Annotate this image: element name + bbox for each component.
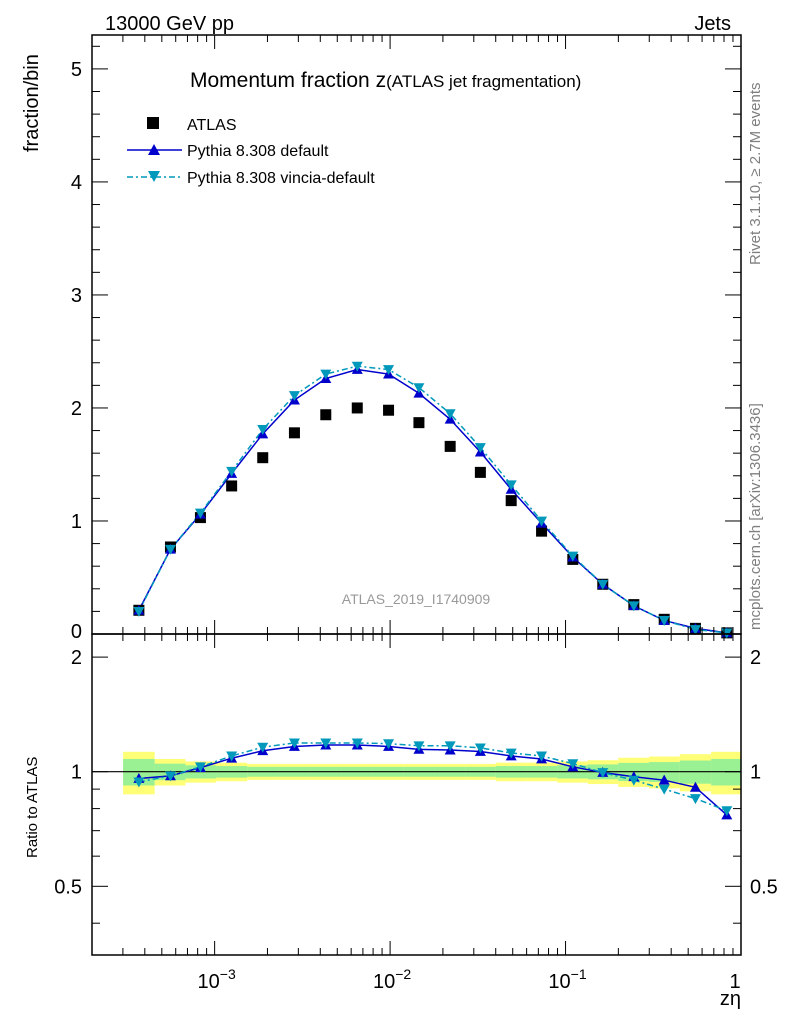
analysis-label: ATLAS_2019_I1740909 — [342, 591, 491, 607]
legend-label-pythia-default: Pythia 8.308 default — [187, 143, 329, 160]
data-point-atlas — [413, 417, 425, 429]
data-point-atlas — [505, 495, 517, 507]
data-point-atlas — [444, 440, 456, 452]
ratio-point-pythia-vincia — [536, 751, 548, 762]
data-point-atlas — [288, 427, 300, 439]
ratio-point-pythia-vincia — [226, 751, 238, 762]
ratio-point-pythia-vincia — [474, 743, 486, 754]
x-axis-label: zη — [720, 988, 741, 1010]
legend-marker-pythia-vincia — [148, 171, 160, 182]
x-tick-label: 1 — [729, 971, 740, 993]
data-point-pythia-vincia — [164, 544, 176, 555]
ratio-point-pythia-vincia — [257, 742, 269, 753]
ratio-point-pythia-vincia — [597, 768, 609, 779]
y-tick-label: 2 — [71, 398, 82, 420]
ratio-point-pythia-vincia — [194, 762, 206, 773]
axes — [91, 34, 742, 956]
ratio-point-pythia-vincia — [721, 806, 733, 817]
legend-label-atlas: ATLAS — [187, 117, 237, 134]
y-tick-label: 4 — [71, 172, 82, 194]
ratio-point-pythia-default — [689, 781, 701, 792]
ratio-plot-frame — [91, 633, 742, 956]
data-point-pythia-vincia — [444, 409, 456, 420]
data-point-pythia-vincia — [413, 383, 425, 394]
y-tick-label: 0 — [71, 621, 82, 643]
ratio-point-pythia-vincia — [351, 738, 363, 749]
ratio-point-pythia-vincia — [628, 775, 640, 786]
header-right: Jets — [694, 13, 731, 35]
data-point-pythia-vincia — [288, 391, 300, 402]
tick-labels: 10−3 10−2 10−1 1 0 1 2 3 4 5 0.5 0.5 1 1 2 2 — [54, 59, 778, 993]
data-point-pythia-vincia — [474, 443, 486, 454]
ratio-line-2 — [138, 742, 728, 812]
ratio-point-pythia-vincia — [658, 784, 670, 795]
source-label: mcplots.cern.ch [arXiv:1306.3436] — [747, 403, 764, 630]
ratio-point-pythia-vincia — [133, 777, 145, 788]
data-point-atlas — [536, 525, 548, 537]
ratio-y-axis-label: Ratio to ATLAS — [24, 757, 41, 858]
legend-label-pythia-vincia: Pythia 8.308 vincia-default — [187, 170, 375, 187]
x-tick-label: 10−3 — [198, 966, 236, 993]
data-point-atlas — [257, 452, 269, 464]
data-point-pythia-vincia — [194, 508, 206, 519]
ratio-point-pythia-vincia — [689, 794, 701, 805]
ratio-point-pythia-default — [658, 774, 670, 785]
ratio-tick-label-left: 0.5 — [54, 876, 82, 898]
y-tick-label: 1 — [71, 511, 82, 533]
data-point-pythia-vincia — [351, 361, 363, 372]
ratio-point-pythia-vincia — [413, 741, 425, 752]
ratio-uncertainty-bands — [123, 751, 741, 795]
series-markers — [133, 361, 733, 820]
ratio-tick-label-left: 2 — [71, 647, 82, 669]
chart-title-main: Momentum fraction z — [190, 69, 386, 92]
data-point-pythia-vincia — [597, 579, 609, 590]
data-point-atlas — [474, 466, 486, 478]
data-point-pythia-vincia — [383, 365, 395, 376]
ratio-point-pythia-vincia — [505, 748, 517, 759]
ratio-tick-label-right: 0.5 — [750, 876, 778, 898]
data-point-atlas — [351, 402, 363, 414]
x-tick-label: 10−2 — [373, 966, 411, 993]
x-tick-label: 10−1 — [548, 966, 586, 993]
ratio-point-pythia-vincia — [383, 739, 395, 750]
ratio-tick-label-left: 1 — [71, 762, 82, 784]
ratio-tick-label-right: 2 — [750, 647, 761, 669]
data-point-pythia-vincia — [689, 625, 701, 635]
data-point-pythia-vincia — [505, 480, 517, 491]
chart-title-sub: (ATLAS jet fragmentation) — [386, 72, 581, 91]
data-point-atlas — [226, 480, 238, 492]
data-point-pythia-vincia — [226, 466, 238, 477]
data-point-pythia-vincia — [567, 551, 579, 562]
data-point-pythia-vincia — [658, 616, 670, 626]
ratio-point-pythia-vincia — [320, 738, 332, 749]
legend-marker-pythia-default — [148, 144, 160, 155]
ratio-tick-label-right: 1 — [750, 762, 761, 784]
chart-title: Momentum fraction z(ATLAS jet fragmentat… — [190, 69, 581, 92]
data-point-pythia-vincia — [628, 601, 640, 612]
ratio-point-pythia-vincia — [444, 741, 456, 752]
y-tick-label: 3 — [71, 285, 82, 307]
y-axis-label: fraction/bin — [21, 54, 43, 152]
data-point-atlas — [320, 409, 332, 421]
ratio-point-pythia-vincia — [164, 771, 176, 782]
legend: ATLAS Pythia 8.308 default Pythia 8.308 … — [127, 117, 375, 187]
data-point-pythia-vincia — [257, 425, 269, 435]
y-tick-label: 5 — [71, 59, 82, 81]
legend-marker-atlas — [147, 117, 159, 129]
data-point-atlas — [383, 404, 395, 416]
data-point-pythia-vincia — [536, 516, 548, 527]
ratio-point-pythia-vincia — [567, 759, 579, 770]
header-left: 13000 GeV pp — [105, 13, 234, 35]
rivet-version-label: Rivet 3.1.10, ≥ 2.7M events — [747, 83, 764, 266]
data-point-pythia-vincia — [133, 606, 145, 617]
data-point-pythia-vincia — [320, 369, 332, 380]
ratio-point-pythia-vincia — [288, 738, 300, 749]
